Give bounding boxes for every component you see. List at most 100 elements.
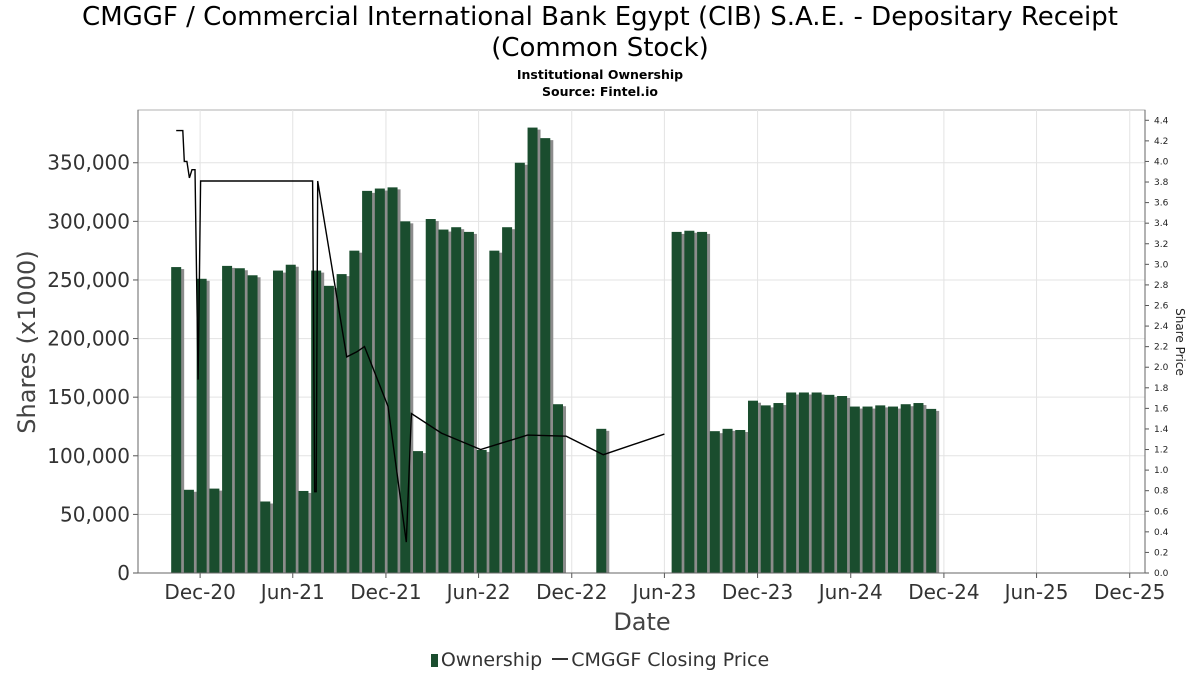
y-tick-label: 200,000	[47, 327, 130, 351]
ownership-bar	[862, 406, 876, 573]
ownership-bar	[196, 278, 210, 573]
bar-body	[502, 227, 513, 573]
ownership-bar	[374, 188, 388, 573]
ownership-bar	[489, 250, 503, 573]
ownership-bar	[425, 219, 439, 573]
ownership-bar	[798, 392, 812, 573]
bar-body	[786, 392, 797, 573]
ownership-bar	[671, 231, 685, 573]
bar-body	[413, 451, 424, 573]
x-tick-label: Dec-22	[536, 580, 607, 604]
ownership-bar	[387, 187, 401, 573]
price-swatch	[552, 657, 569, 660]
y2-tick-label: 1.6	[1154, 404, 1169, 414]
ownership-bar	[540, 138, 554, 573]
bar-body	[596, 428, 607, 573]
x-tick-label: Jun-23	[630, 580, 696, 604]
x-axis-title: Date	[613, 608, 670, 636]
legend: Ownership CMGGF Closing Price	[0, 648, 1200, 671]
bar-body	[222, 265, 233, 573]
bar-body	[183, 489, 194, 573]
ownership-bar	[171, 267, 185, 573]
bar-body	[798, 392, 809, 573]
ownership-bar	[514, 162, 528, 574]
ownership-bar	[849, 406, 863, 573]
ownership-bar	[298, 490, 312, 573]
y2-tick-label: 1.2	[1154, 446, 1168, 456]
legend-ownership-label: Ownership	[440, 648, 543, 671]
bar-body	[374, 188, 385, 573]
bar-body	[671, 231, 682, 573]
bar-body	[298, 490, 309, 573]
chart-title: CMGGF / Commercial International Bank Eg…	[0, 2, 1200, 64]
bar-body	[400, 221, 411, 573]
x-tick-label: Jun-24	[817, 580, 883, 604]
bar-body	[463, 231, 474, 573]
ownership-bar	[596, 428, 610, 573]
bar-body	[196, 278, 207, 573]
chart-title-line1: CMGGF / Commercial International Bank Eg…	[82, 2, 1118, 32]
y-tick-label: 250,000	[47, 268, 130, 292]
y2-tick-label: 0.2	[1154, 548, 1168, 558]
y-axis-title: Shares (x1000)	[13, 250, 41, 433]
y-tick-label: 50,000	[60, 502, 130, 526]
ownership-bar	[887, 406, 901, 573]
ownership-swatch	[430, 653, 438, 667]
bar-body	[875, 405, 886, 573]
bar-body	[735, 429, 746, 573]
price-line	[176, 129, 665, 543]
y2-tick-label: 2.4	[1154, 322, 1169, 332]
ownership-bar	[451, 227, 465, 573]
bar-body	[709, 431, 720, 573]
bar-body	[489, 250, 500, 573]
ownership-bar	[773, 403, 787, 573]
ownership-bar	[760, 405, 774, 573]
y2-tick-label: 2.6	[1154, 301, 1169, 311]
bar-body	[527, 127, 538, 573]
ownership-bar	[285, 264, 299, 573]
bar-body	[553, 404, 564, 573]
bar-body	[209, 488, 220, 573]
y-tick-label: 150,000	[47, 385, 130, 409]
bar-body	[684, 230, 695, 574]
y2-tick-label: 0.6	[1154, 507, 1169, 517]
ownership-bar	[900, 404, 914, 573]
chart-source: Source: Fintel.io	[542, 84, 658, 99]
y-tick-label: 100,000	[47, 444, 130, 468]
bar-body	[540, 138, 551, 573]
legend-ownership: Ownership	[430, 648, 543, 671]
x-tick-label: Dec-20	[164, 580, 235, 604]
bar-body	[514, 162, 525, 574]
bar-body	[773, 403, 784, 573]
y2-tick-label: 2.0	[1154, 363, 1169, 373]
ownership-bar	[438, 229, 452, 573]
ownership-bar	[260, 501, 274, 573]
ownership-bar	[400, 221, 414, 573]
bar-body	[697, 231, 708, 573]
ownership-bar	[926, 408, 940, 573]
chart-subtitle: Institutional Ownership	[516, 67, 684, 82]
ownership-bar	[735, 429, 749, 573]
ownership-bar	[323, 285, 337, 573]
y2-tick-label: 4.2	[1154, 137, 1168, 147]
y2-tick-label: 3.4	[1154, 219, 1169, 229]
bar-body	[824, 394, 835, 573]
ownership-bar	[349, 250, 363, 573]
x-tick-label: Dec-25	[1094, 580, 1165, 604]
bar-body	[862, 406, 873, 573]
bar-body	[387, 187, 398, 573]
bar-body	[349, 250, 360, 573]
ownership-bar	[362, 190, 376, 573]
ownership-bar	[476, 449, 490, 573]
ownership-bar	[722, 428, 736, 573]
bar-body	[247, 275, 258, 573]
x-tick-label: Jun-25	[1003, 580, 1069, 604]
bar-body	[336, 274, 347, 573]
y2-tick-label: 4.0	[1154, 157, 1169, 167]
ownership-bar	[553, 404, 567, 573]
ownership-bar	[824, 394, 838, 573]
bar-body	[285, 264, 296, 573]
y2-tick-label: 3.2	[1154, 240, 1168, 250]
ownership-bar	[413, 451, 427, 573]
